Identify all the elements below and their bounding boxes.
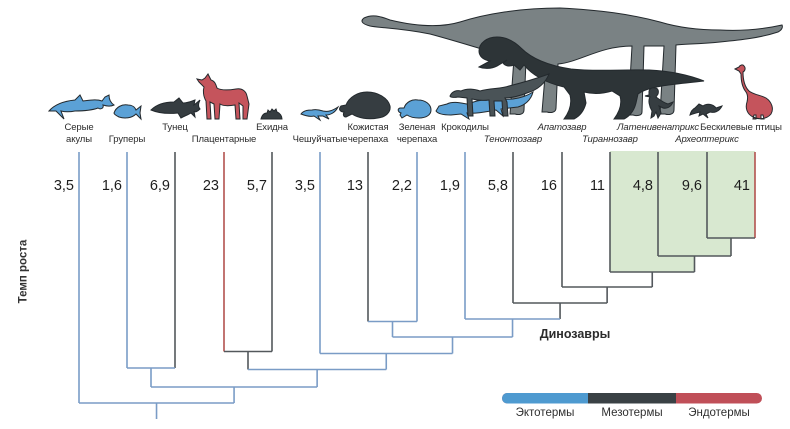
legend-bar-ectotherm (502, 393, 588, 404)
growth-rate-value-sea-turtle: 2,2 (391, 178, 412, 194)
taxon-label-line: Бескилевые птицы (700, 122, 782, 133)
legend-label-endotherm: Эндотермы (688, 407, 750, 419)
growth-rate-value-crocodile: 1,9 (439, 178, 460, 194)
legend-bar-mesotherm (588, 393, 676, 404)
taxon-label-line: Тенонтозавр (483, 134, 543, 145)
taxon-label-lizard: Чешуйчатые (270, 134, 370, 146)
growth-rate-value-ratite-bird: 41 (733, 178, 750, 194)
taxon-label-ratite-bird: Бескилевые птицы (691, 122, 790, 134)
echidna-icon (260, 108, 283, 120)
growth-rate-value-leatherback-turtle: 13 (346, 178, 363, 194)
archaeopteryx-icon (689, 103, 723, 119)
taxon-label-echidna: Ехидна (222, 122, 322, 134)
taxon-label-line: Серые (64, 122, 94, 133)
taxon-label-line: акулы (66, 134, 92, 145)
dinosaur-clade-highlight (610, 151, 755, 272)
growth-rate-value-tyrannosaurus: 11 (589, 178, 605, 194)
growth-rate-value-lizard: 3,5 (294, 178, 315, 194)
taxon-label-line: Тунец (162, 122, 188, 133)
growth-rate-value-latenivenatrix: 4,8 (632, 178, 653, 194)
taxon-label-latenivenatrix: Латенивенатрикс (608, 122, 708, 134)
taxon-label-line: Чешуйчатые (292, 134, 348, 145)
growth-rate-value-horse: 23 (202, 178, 219, 194)
taxon-label-line: Груперы (108, 134, 146, 145)
growth-rate-value-archaeopteryx: 9,6 (681, 178, 702, 194)
horse-icon (195, 73, 250, 120)
taxon-label-line: Апатозавр (537, 122, 587, 133)
taxon-label-line: Кожистая (347, 122, 389, 133)
sea-turtle-icon (397, 99, 432, 119)
taxon-label-line: черепаха (347, 134, 389, 145)
growth-rate-value-echidna: 5,7 (246, 178, 267, 194)
legend-label-mesotherm: Мезотермы (601, 407, 663, 419)
lizard-icon (300, 105, 340, 122)
taxon-label-line: Археоптерикс (675, 134, 739, 145)
taxon-label-line: Плацентарные (191, 134, 257, 145)
taxon-label-line: Ехидна (256, 122, 288, 133)
taxon-label-line: Зеленая (398, 122, 436, 133)
growth-rate-value-apatosaurus: 16 (540, 178, 557, 194)
grouper-icon (113, 104, 142, 121)
taxon-label-archaeopteryx: Археоптерикс (657, 134, 757, 146)
growth-rate-value-tuna: 6,9 (149, 178, 170, 194)
apatosaurus-icon (361, 7, 783, 117)
taxon-label-leatherback-turtle: Кожистая черепаха (318, 122, 418, 146)
taxon-label-line: Тираннозавр (582, 134, 638, 145)
dinosaurs-clade-label: Динозавры (539, 327, 611, 341)
taxon-label-tenontosaurus: Тенонтозавр (463, 134, 563, 146)
ratite-bird-icon (733, 64, 773, 120)
taxon-label-grouper: Груперы (77, 134, 177, 146)
leatherback-turtle-icon (339, 91, 391, 120)
taxon-label-line: Крокодилы (441, 122, 489, 133)
shark-icon (47, 94, 115, 120)
taxon-label-line: Латенивенатрикс (616, 122, 700, 133)
latenivenatrix-icon (644, 87, 674, 120)
growth-rate-value-grouper: 1,6 (101, 178, 122, 194)
taxon-label-tyrannosaurus: Тираннозавр (560, 134, 660, 146)
taxon-label-tuna: Тунец (125, 122, 225, 134)
growth-rate-value-tenontosaurus: 5,8 (487, 178, 508, 194)
taxon-label-horse: Плацентарные (174, 134, 274, 146)
y-axis-title: Темп роста (17, 239, 30, 304)
tenontosaurus-icon (449, 73, 550, 117)
taxon-label-apatosaurus: Апатозавр (512, 122, 612, 134)
legend-label-ectotherm: Эктотермы (515, 407, 575, 419)
taxon-label-shark: Серые акулы (29, 122, 129, 146)
taxon-label-crocodile: Крокодилы (415, 122, 515, 134)
tuna-icon (150, 97, 201, 119)
taxon-label-line: черепаха (396, 134, 438, 145)
taxon-label-sea-turtle: Зеленая черепаха (367, 122, 467, 146)
growth-rate-value-shark: 3,5 (53, 178, 74, 194)
